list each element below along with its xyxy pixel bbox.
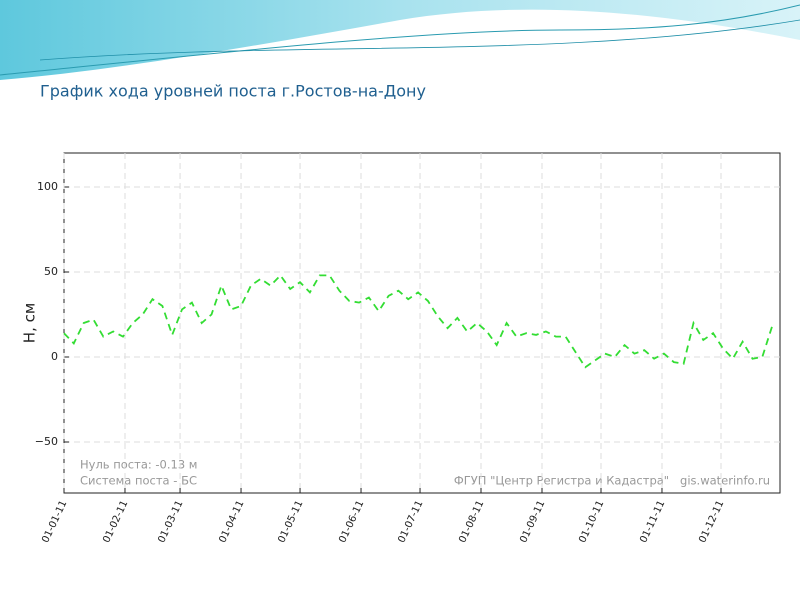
plot-frame bbox=[63, 152, 781, 494]
y-tick-label: 50 bbox=[44, 265, 58, 278]
y-tick-label: −50 bbox=[35, 435, 58, 448]
annotation: Система поста - БС bbox=[80, 474, 197, 488]
data-line bbox=[63, 274, 773, 369]
y-tick-label: 100 bbox=[37, 180, 58, 193]
y-tick-label: 0 bbox=[51, 350, 58, 363]
annotation: ФГУП "Центр Регистра и Кадастра" gis.wat… bbox=[454, 474, 770, 488]
annotation: Нуль поста: -0.13 м bbox=[80, 458, 197, 472]
header-curve bbox=[0, 4, 800, 76]
y-axis-label: Н, см bbox=[21, 303, 39, 343]
slide-title: График хода уровней поста г.Ростов-на-До… bbox=[40, 82, 426, 101]
header-wave bbox=[0, 0, 800, 80]
header-curve bbox=[39, 19, 800, 61]
